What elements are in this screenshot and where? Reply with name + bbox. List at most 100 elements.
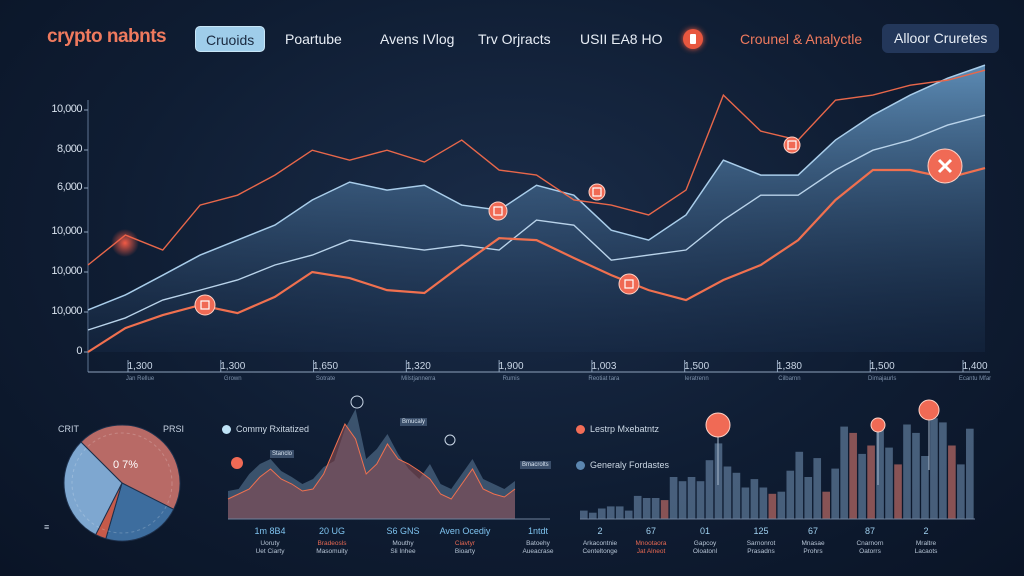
- legend-dot: [576, 460, 585, 470]
- legend-item: Generaly Fordastes: [576, 460, 669, 470]
- chart-tag: Bmucaly: [400, 418, 428, 426]
- bar: [777, 491, 786, 519]
- bar: [633, 495, 642, 519]
- area-series: [88, 65, 985, 353]
- bitcoin-icon[interactable]: [588, 183, 606, 201]
- mini-chart-sublabel: Uet Ciarty: [255, 548, 285, 555]
- bar-chart-sublabel: Mraltre: [915, 540, 937, 547]
- x-tick-label: 1,380: [776, 361, 802, 372]
- x-tick-label: 1,003: [591, 361, 617, 372]
- nav-tab-analytics[interactable]: Crounel & Analyctle: [740, 31, 863, 47]
- bar-chart-sublabel: Lacaots: [914, 548, 938, 555]
- mini-chart-sublabel: Sli Inhee: [390, 548, 416, 555]
- x-tick-sublabel: Jan Rellue: [125, 376, 155, 382]
- x-tick-label: 1,300: [127, 361, 153, 372]
- bar: [750, 479, 759, 519]
- pie-slice: [105, 482, 175, 542]
- y-tick-label: 6,000: [56, 181, 83, 193]
- bar: [921, 456, 929, 519]
- bar-chart-sublabel: Arkacontnie: [582, 540, 618, 547]
- bar: [741, 487, 750, 519]
- bar-chart-label: 2: [923, 526, 929, 536]
- y-tick-label: 10,000: [51, 225, 82, 237]
- bar: [885, 447, 893, 519]
- nav-tab[interactable]: USII EA8 HO: [580, 31, 663, 47]
- document-icon[interactable]: [918, 399, 940, 421]
- nav-tab[interactable]: Trv Orjracts: [478, 31, 551, 47]
- y-tick-label: 10,000: [51, 265, 82, 277]
- bar: [669, 477, 678, 519]
- chart-tag: Stanclo: [270, 450, 295, 458]
- bitcoin-icon[interactable]: [488, 201, 508, 221]
- bar: [615, 506, 624, 519]
- mini-chart-label: 1ntdt: [527, 526, 549, 536]
- bar-chart-sublabel: Mnasae: [801, 540, 825, 547]
- bar: [642, 498, 651, 519]
- bar: [795, 451, 804, 519]
- mini-chart-label: Aven Ocediy: [439, 526, 491, 536]
- legend-item: Commy Rxitatized: [222, 424, 309, 434]
- alert-icon[interactable]: [231, 457, 243, 469]
- brand-logo[interactable]: crypto nabnts: [47, 26, 167, 47]
- x-tick-label: 1,650: [313, 361, 339, 372]
- x-tick-label: 1,300: [220, 361, 246, 372]
- line-series: [87, 69, 986, 266]
- bar-chart-label: 125: [753, 526, 769, 536]
- bar: [831, 468, 839, 519]
- line-series: [87, 167, 986, 353]
- bar-chart-sublabel: Prasadns: [747, 548, 775, 555]
- mini-chart-label: S6 GNS: [386, 526, 420, 536]
- chart-icon[interactable]: [194, 294, 216, 316]
- bar: [858, 453, 866, 519]
- bar: [849, 432, 857, 519]
- wallet-icon[interactable]: [870, 417, 886, 433]
- nav-tab-active[interactable]: Cruoids: [195, 26, 266, 52]
- nav-tab[interactable]: Poartube: [285, 31, 342, 47]
- mini-chart-label: 1m 8B4: [254, 526, 286, 536]
- x-tick-sublabel: Rumis: [502, 376, 520, 382]
- pie-label: CRIT: [58, 424, 79, 434]
- y-tick-label: 10,000: [51, 103, 82, 115]
- bar: [660, 500, 669, 519]
- record-icon[interactable]: [683, 29, 703, 49]
- bar-chart-label: 67: [807, 526, 818, 536]
- chart-icon[interactable]: [705, 412, 731, 438]
- legend-item: Lestrp Mxebatntz: [576, 424, 659, 434]
- bar: [966, 428, 974, 519]
- bar-chart-label: 2: [597, 526, 603, 536]
- bar-chart-sublabel: Mnootaora: [635, 540, 667, 547]
- mini-chart-sublabel: Mouthy: [392, 540, 414, 547]
- bar: [678, 481, 687, 519]
- bar: [867, 445, 875, 519]
- mini-chart-sublabel: Uoruty: [260, 540, 280, 547]
- alert-icon[interactable]: [111, 229, 139, 257]
- bar: [588, 512, 597, 519]
- y-tick-label: 0: [76, 345, 82, 357]
- x-tick-sublabel: Dimajaurls: [868, 376, 897, 382]
- x-tick-sublabel: Reotiat tara: [588, 376, 620, 382]
- bar-chart-sublabel: Sarnonrot: [746, 540, 776, 547]
- bar: [930, 418, 938, 519]
- bitcoin-icon[interactable]: [350, 395, 364, 409]
- nav-button[interactable]: Alloor Cruretes: [882, 24, 1000, 53]
- bar: [948, 445, 956, 519]
- mini-chart-label: 20 UG: [318, 526, 345, 536]
- bar: [687, 477, 696, 519]
- legend-dot: [576, 424, 585, 434]
- mini-chart-sublabel: Batoehy: [526, 540, 550, 547]
- bar: [651, 498, 660, 519]
- line-series: [87, 114, 986, 331]
- pie-ring: [71, 432, 173, 534]
- bitcoin-icon[interactable]: [783, 136, 801, 154]
- bar-chart-sublabel: Centeltonge: [582, 548, 618, 555]
- mini-chart-sublabel: Aueacrase: [522, 548, 554, 555]
- nav-tab[interactable]: Avens IVlog: [380, 31, 455, 47]
- clock-icon[interactable]: [444, 434, 456, 446]
- bar: [912, 432, 920, 519]
- wallet-icon[interactable]: [618, 273, 640, 295]
- bar: [840, 426, 848, 519]
- bitcoin-icon-glyph: [787, 140, 797, 150]
- pie-slice: [80, 424, 181, 511]
- close-icon-glyph: [937, 158, 953, 174]
